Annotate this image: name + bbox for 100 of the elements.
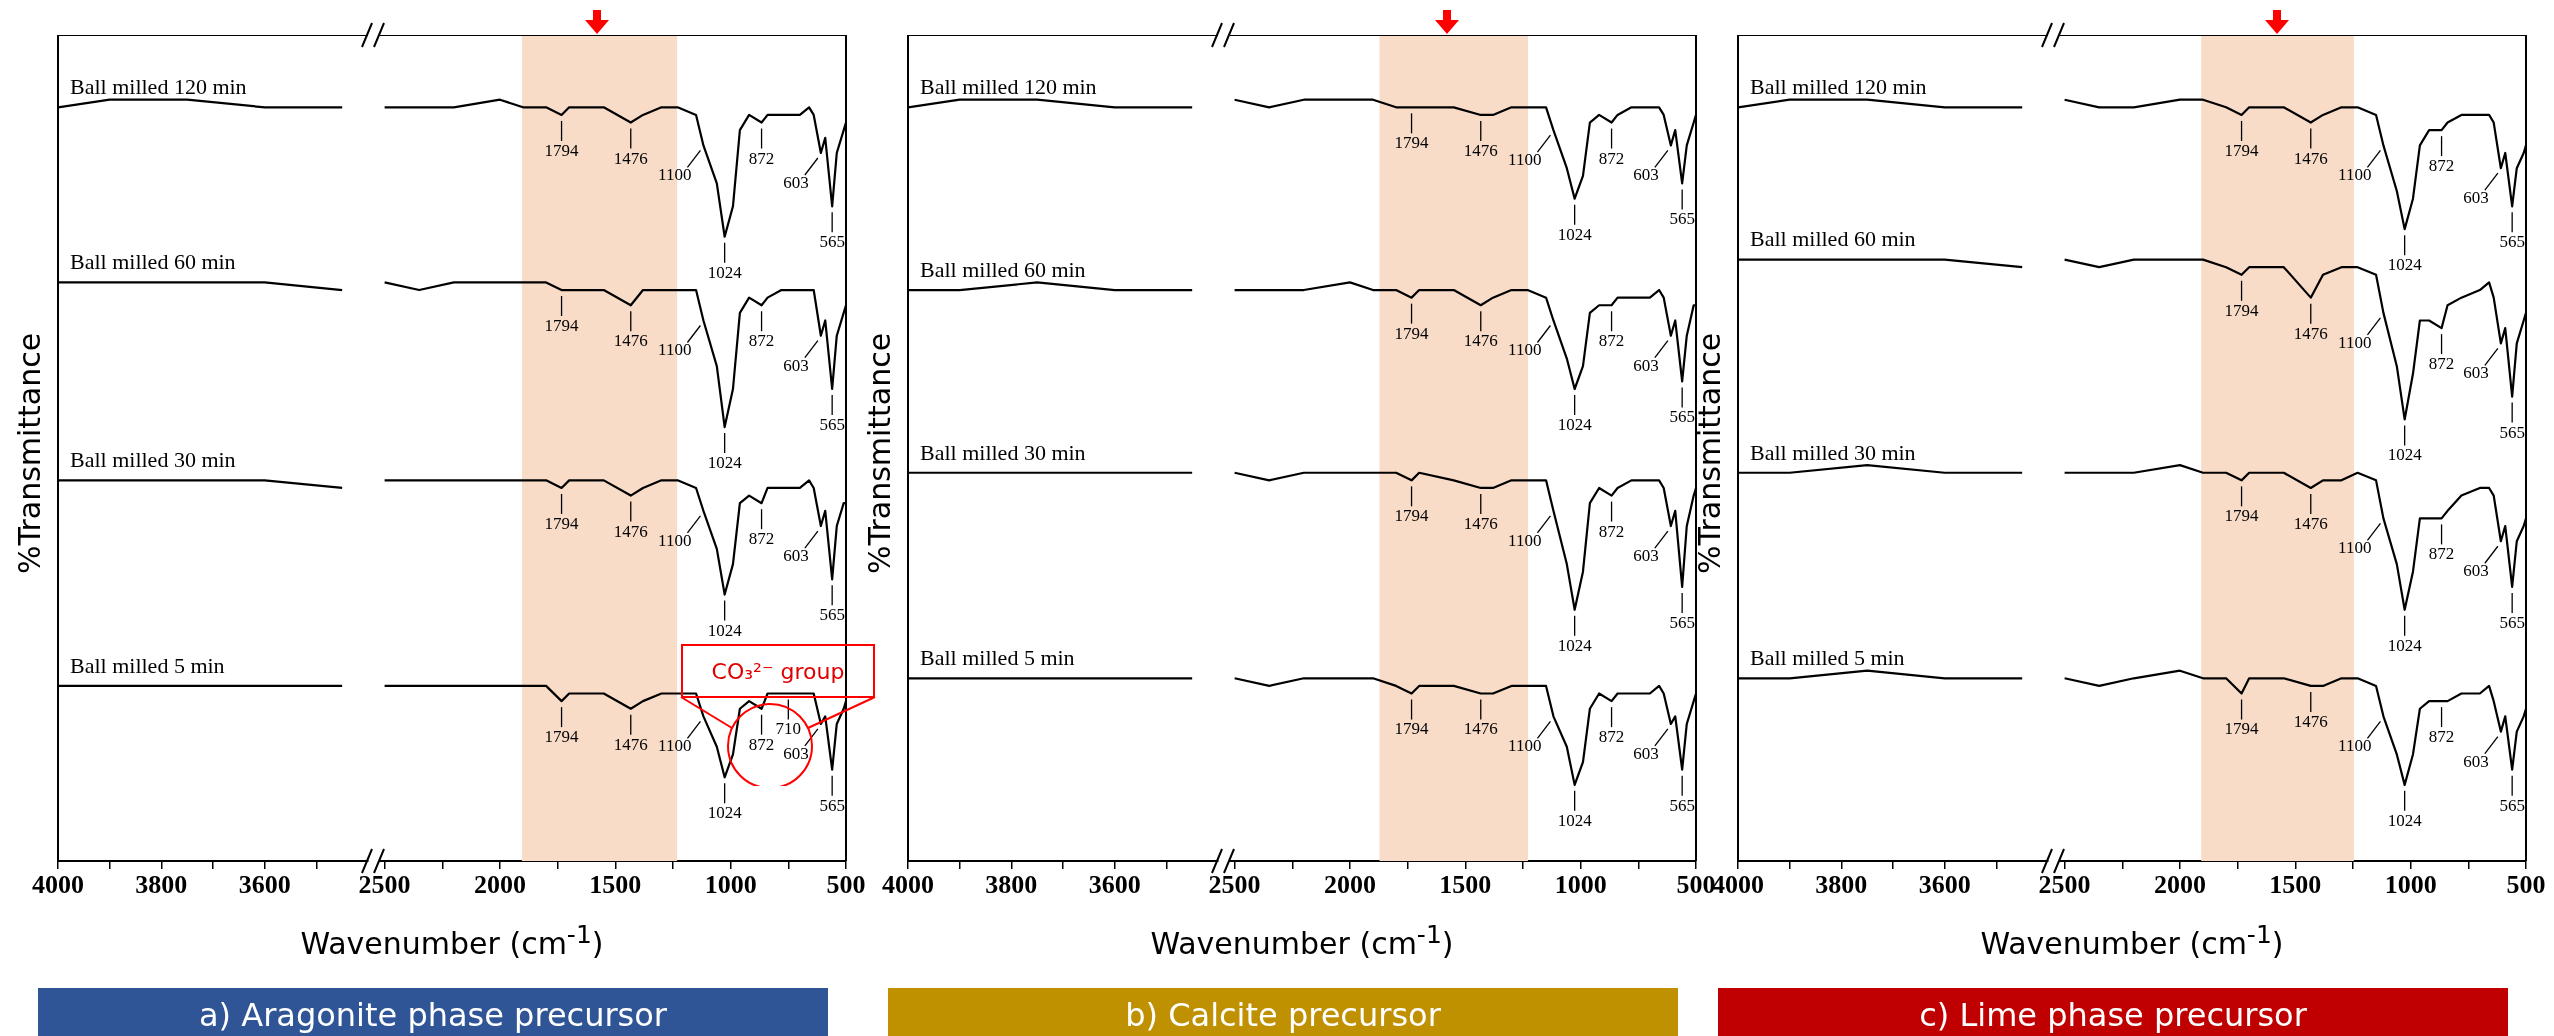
series-label: Ball milled 60 min [920, 256, 1086, 282]
annotation: 1100 [1508, 150, 1542, 170]
annotation: 565 [2499, 795, 2525, 815]
x-tick-label: 1500 [2269, 870, 2322, 900]
annotation: 565 [819, 795, 845, 815]
x-tick-label: 2500 [1208, 870, 1261, 900]
annotation: 710 [775, 719, 802, 739]
annotation: 1476 [1463, 513, 1498, 533]
x-tick-label: 1000 [2384, 870, 2437, 900]
annotation: 1476 [613, 521, 648, 541]
x-tick-label: 2000 [2153, 870, 2206, 900]
x-tick-label: 2500 [2038, 870, 2091, 900]
annotation: 1476 [2293, 148, 2328, 168]
annotation: 1100 [658, 530, 692, 550]
annotation: 1100 [1508, 340, 1542, 360]
annotation: 1100 [1508, 530, 1542, 550]
annotation: 1476 [613, 734, 648, 754]
annotation: 872 [1598, 148, 1625, 168]
annotation: 1100 [1508, 736, 1542, 756]
annotation: 603 [2463, 363, 2489, 383]
annotation: 872 [748, 148, 775, 168]
series-label: Ball milled 120 min [920, 74, 1097, 100]
annotation: 603 [783, 355, 809, 375]
annotation: 603 [783, 172, 809, 192]
annotation: 1476 [1463, 140, 1498, 160]
annotation: 1100 [2338, 538, 2372, 558]
annotation: 1794 [544, 316, 580, 335]
series-label: Ball milled 60 min [70, 249, 236, 275]
annotation: 1794 [2224, 506, 2260, 526]
annotation: 565 [1669, 795, 1695, 815]
annotation: 603 [1633, 355, 1659, 375]
x-tick-label: 3800 [985, 870, 1038, 900]
annotation: 1794 [544, 513, 580, 533]
series-label: Ball milled 5 min [920, 645, 1075, 671]
annotation: 1794 [1394, 719, 1430, 739]
annotation: 1024 [1557, 810, 1593, 830]
x-axis-title: Wavenumber (cm$^{-1}$) [299, 920, 605, 961]
annotation: 565 [819, 414, 845, 434]
annotation: 565 [819, 605, 845, 625]
series-label: Ball milled 5 min [70, 652, 225, 678]
series-label: Ball milled 30 min [1750, 439, 1916, 465]
annotation: 1024 [1557, 414, 1593, 434]
annotation: 1100 [2338, 332, 2372, 352]
x-tick-label: 4000 [32, 870, 84, 900]
annotation: 565 [1669, 612, 1695, 632]
annotation: 872 [748, 529, 775, 549]
annotation: 872 [2428, 544, 2455, 564]
y-axis-title: %Transmittance [12, 331, 47, 576]
annotation: 872 [2428, 156, 2455, 176]
annotation: 565 [1669, 209, 1695, 229]
annotation: 1024 [2387, 255, 2423, 275]
x-axis-title: Wavenumber (cm$^{-1}$) [1149, 920, 1455, 961]
annotation: 1794 [1394, 506, 1430, 526]
annotation: 1476 [2293, 323, 2328, 343]
annotation: 1476 [2293, 513, 2328, 533]
x-tick-label: 1000 [704, 870, 757, 900]
annotation: 1476 [613, 331, 648, 351]
annotation: 565 [2499, 612, 2525, 632]
x-tick-label: 3800 [1815, 870, 1868, 900]
annotation: 603 [783, 546, 809, 565]
annotation: 1024 [1557, 224, 1593, 244]
x-tick-label: 2000 [1323, 870, 1376, 900]
annotation: 872 [2428, 354, 2455, 374]
annotation: 1794 [544, 140, 580, 160]
text: b) Calcite precursor [888, 988, 1678, 1036]
text: c) Lime phase precursor [1718, 988, 2508, 1036]
x-axis-title: Wavenumber (cm$^{-1}$) [1979, 920, 2285, 961]
annotation: 872 [748, 331, 775, 351]
annotation: 1794 [1394, 133, 1430, 153]
annotation: 565 [819, 232, 845, 252]
x-tick-label: 2000 [473, 870, 526, 900]
x-tick-label: 2500 [358, 870, 411, 900]
annotation: 603 [1633, 743, 1659, 763]
series-label: Ball milled 5 min [1750, 645, 1905, 671]
x-tick-label: 1500 [589, 870, 642, 900]
annotation: 603 [1633, 165, 1659, 185]
series-label: Ball milled 60 min [1750, 226, 1916, 252]
annotation: 603 [1633, 546, 1659, 565]
annotation: 1024 [2387, 810, 2423, 830]
annotation: 1100 [2338, 736, 2372, 756]
annotation: 1100 [658, 165, 692, 185]
annotation: 872 [1598, 727, 1625, 747]
annotation: 1794 [1394, 323, 1430, 343]
annotation: 1100 [658, 736, 692, 756]
x-tick-label: 3600 [1088, 870, 1141, 900]
series-label: Ball milled 120 min [70, 74, 247, 100]
annotation: 565 [2499, 232, 2525, 252]
annotation: 1024 [707, 803, 743, 823]
annotation: 872 [2428, 727, 2455, 747]
annotation: 1024 [2387, 635, 2423, 655]
series-label: Ball milled 120 min [1750, 74, 1927, 100]
annotation: 1100 [2338, 165, 2372, 185]
annotation: 1794 [2224, 300, 2260, 320]
x-tick-label: 500 [826, 870, 866, 900]
annotation: 603 [2463, 188, 2489, 208]
annotation: 1476 [1463, 719, 1498, 739]
x-tick-label: 4000 [882, 870, 934, 900]
x-tick-label: 3800 [135, 870, 188, 900]
series-label: Ball milled 30 min [920, 439, 1086, 465]
annotation: 603 [2463, 751, 2489, 771]
